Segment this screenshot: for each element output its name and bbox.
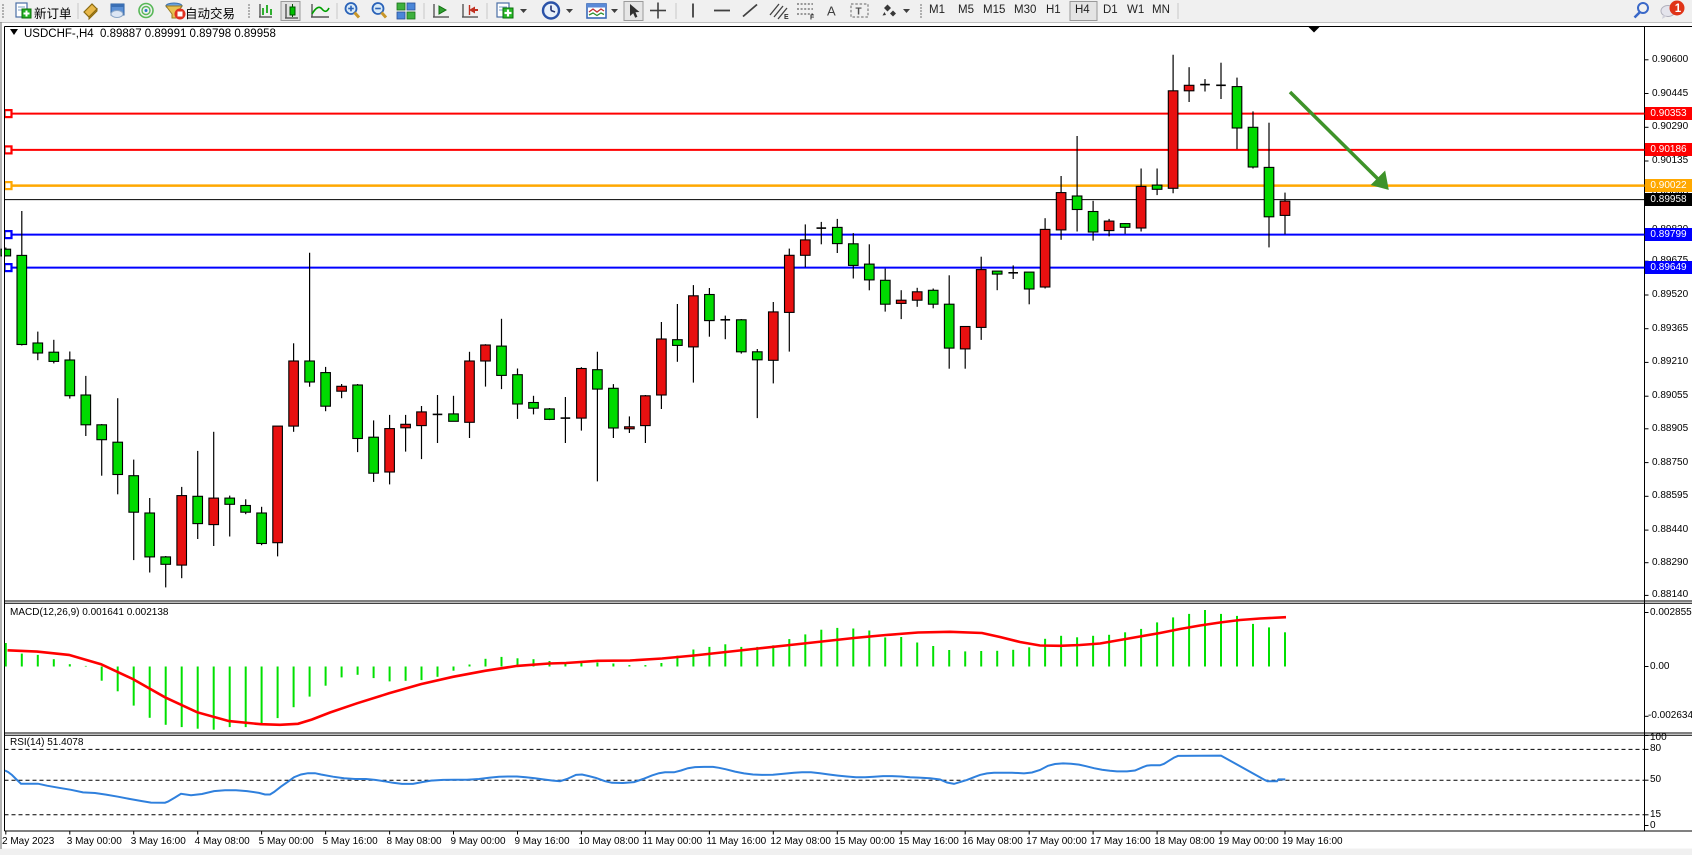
svg-text:T: T xyxy=(856,7,862,18)
svg-text:A: A xyxy=(827,4,836,19)
svg-text:1: 1 xyxy=(1675,3,1682,15)
svg-text:E: E xyxy=(784,14,789,21)
svg-text:F: F xyxy=(810,15,815,22)
